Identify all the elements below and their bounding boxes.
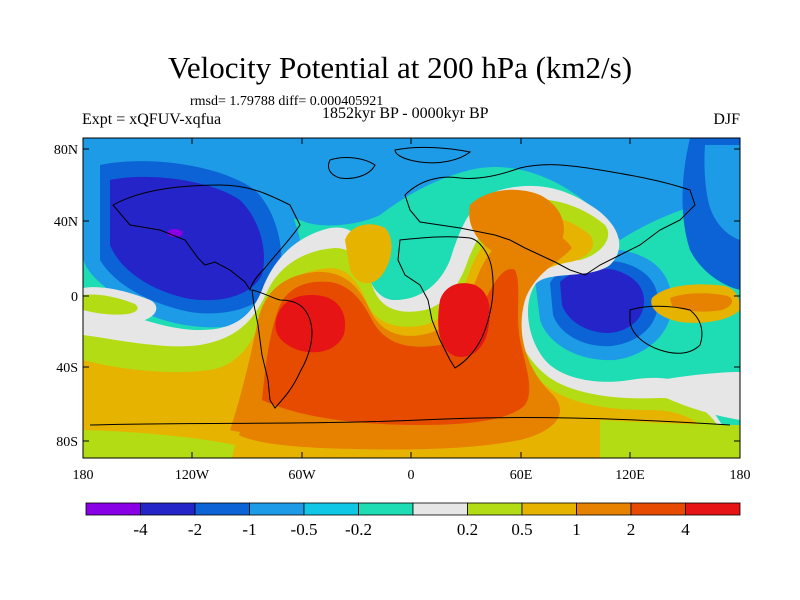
map-title: Velocity Potential at 200 hPa (km2/s) [167, 50, 633, 85]
x-tick-label: 60E [510, 468, 533, 483]
period-label: 1852kyr BP - 0000kyr BP [322, 105, 489, 122]
colorbar-swatch [249, 502, 305, 516]
x-tick-label: 120W [175, 468, 210, 483]
y-tick-label: 0 [71, 290, 78, 305]
colorbar-swatch [685, 502, 741, 516]
tick-marks [83, 138, 740, 458]
x-tick-label: 180 [73, 468, 94, 483]
colorbar-label: 4 [681, 520, 690, 539]
y-tick-labels: 80N 40N 0 40S 80S [54, 143, 78, 450]
colorbar-swatch [412, 502, 468, 516]
colorbar-label: 1 [572, 520, 581, 539]
y-tick-label: 80S [56, 435, 78, 450]
colorbar-swatch [194, 502, 250, 516]
x-tick-labels: 180 120W 60W 0 60E 120E 180 [73, 468, 751, 483]
colorbar-label: -2 [188, 520, 202, 539]
stats-line: rmsd= 1.79788 diff= 0.000405921 [190, 94, 384, 109]
contour-field [83, 138, 740, 458]
colorbar-swatch [630, 502, 686, 516]
x-tick-label: 180 [730, 468, 751, 483]
colorbar-label: -4 [133, 520, 148, 539]
y-tick-label: 80N [54, 143, 78, 158]
x-tick-label: 0 [408, 468, 415, 483]
colorbar-label: 2 [627, 520, 636, 539]
colorbar-swatch [303, 502, 359, 516]
y-tick-label: 40N [54, 215, 78, 230]
colorbar-swatch [140, 502, 196, 516]
colorbar-label: 0.2 [457, 520, 478, 539]
colorbar-label: -0.2 [345, 520, 372, 539]
x-tick-label: 60W [288, 468, 316, 483]
colorbar-label: -1 [242, 520, 256, 539]
colorbar-swatch [576, 502, 632, 516]
experiment-label: Expt = xQFUV-xqfua [82, 111, 222, 128]
colorbar-swatch [467, 502, 523, 516]
colorbar-label: 0.5 [511, 520, 532, 539]
colorbar-label: -0.5 [291, 520, 318, 539]
season-label: DJF [713, 111, 740, 128]
colorbar-swatch [521, 502, 577, 516]
x-tick-label: 120E [615, 468, 645, 483]
coastlines [89, 146, 731, 426]
y-tick-label: 40S [56, 361, 78, 376]
colorbar-swatch [85, 502, 141, 516]
colorbar-swatch [358, 502, 414, 516]
colorbar-legend: -4 -2 -1 -0.5 -0.2 0.2 0.5 1 2 4 [85, 502, 741, 539]
